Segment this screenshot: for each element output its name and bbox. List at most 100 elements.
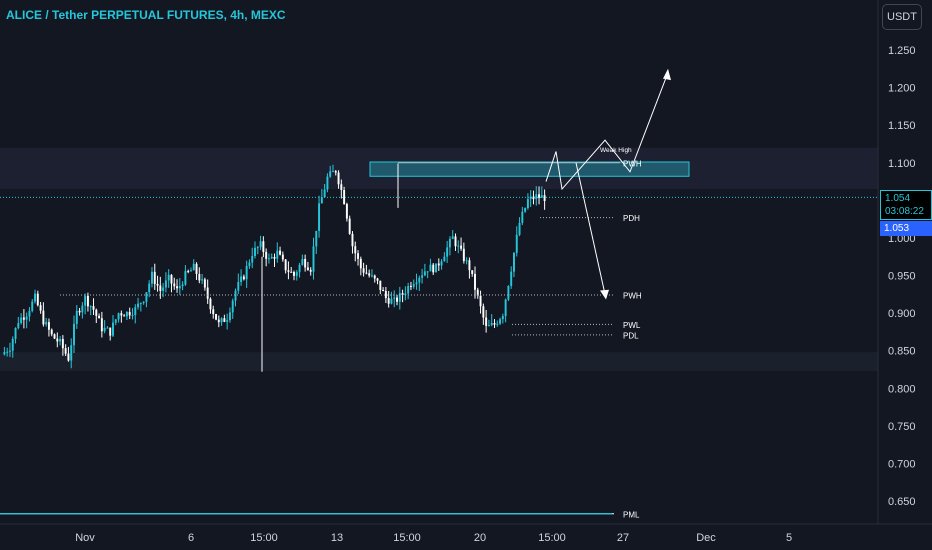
candle-body [318,203,321,231]
level-label-pdl: PDL [623,331,639,340]
candle-body [437,263,440,266]
candle-body [178,286,181,289]
candle-body [323,189,326,198]
candle-body [42,310,45,325]
candle-body [92,306,95,310]
candle-body [370,275,373,277]
arrow-head-down [600,289,609,300]
weekly-high-box [369,161,690,177]
candle-body [106,327,109,329]
candle-body [471,270,474,274]
candle-body [337,172,340,185]
candle-body [309,269,312,272]
candle-body [11,338,14,351]
candle-body [398,293,401,302]
level-label-pwh: PWH [623,292,642,301]
candle-body [153,271,156,284]
candles-layer [3,163,546,372]
candle-body [362,268,365,273]
price-tick-label: 1.200 [888,83,916,95]
candle-body [234,290,237,301]
arrow-head-up [663,68,671,81]
candle-body [515,234,518,253]
candle-body [376,278,379,281]
level-label-pwh: PWH [623,159,642,168]
candle-body [56,338,59,342]
candle-body [421,275,424,278]
ask-price-badge: 1.053 [880,221,932,236]
candle-body [70,345,73,361]
candle-body [404,293,407,296]
candle-body [315,230,318,247]
price-tick-label: 0.850 [888,346,916,358]
candle-body [493,323,496,325]
support-zone-band [0,352,878,371]
candle-body [454,236,457,247]
candle-body [284,259,287,271]
candle-body [432,264,435,273]
candle-body [139,303,142,305]
candle-body [89,306,92,308]
candle-body [415,282,418,285]
zones-layer [0,147,878,371]
candle-body [343,190,346,205]
candle-body [31,301,34,311]
candle-body [254,247,256,257]
candle-body [206,287,209,299]
price-tick-label: 0.900 [888,308,916,320]
candle-body [36,293,39,306]
candle-body [81,305,84,313]
candle-body [306,267,309,270]
candle-body [181,284,184,287]
weak-high-label: Weak High [600,147,632,154]
candle-body [368,273,371,276]
candle-body [176,286,179,289]
candle-body [84,295,87,306]
candle-body [476,289,479,296]
candle-body [173,283,176,287]
price-tick-label: 0.750 [888,421,916,433]
candle-body [435,263,437,273]
price-tick-label: 0.700 [888,458,916,470]
candle-body [167,274,170,281]
drawings-layer: Weak High [545,68,671,300]
candle-body [242,276,245,280]
candle-body [86,295,89,307]
price-tick-label: 1.150 [888,120,916,132]
candle-body [248,262,251,266]
candle-body [128,311,131,316]
candle-body [379,280,382,290]
candle-body [67,353,70,361]
candle-body [123,315,126,317]
candle-body [192,263,195,271]
candle-body [504,299,507,317]
level-label-pwl: PWL [623,321,641,330]
candle-body [387,298,390,304]
candle-body [507,285,510,300]
candle-body [273,256,276,259]
candle-body [524,208,527,212]
candle-body [304,259,307,268]
candle-body [276,250,279,259]
candle-body [14,327,17,339]
last-price-value: 1.054 [885,193,911,204]
time-tick-label: 5 [786,532,792,544]
candle-body [518,222,521,235]
candle-body [17,322,20,328]
candle-body [53,334,56,339]
candle-body [259,241,262,248]
candle-body [195,263,198,274]
candle-body [529,196,532,200]
candle-body [45,322,48,325]
candle-body [187,271,190,273]
time-tick-label: 15:00 [393,532,421,544]
candle-body [526,199,529,209]
candle-body [120,313,123,316]
price-tick-label: 0.650 [888,496,916,508]
price-tick-label: 1.250 [888,45,916,57]
currency-button[interactable]: USDT [882,4,922,30]
candle-body [373,275,376,279]
price-tick-label: 0.800 [888,383,916,395]
candle-body [496,323,499,325]
